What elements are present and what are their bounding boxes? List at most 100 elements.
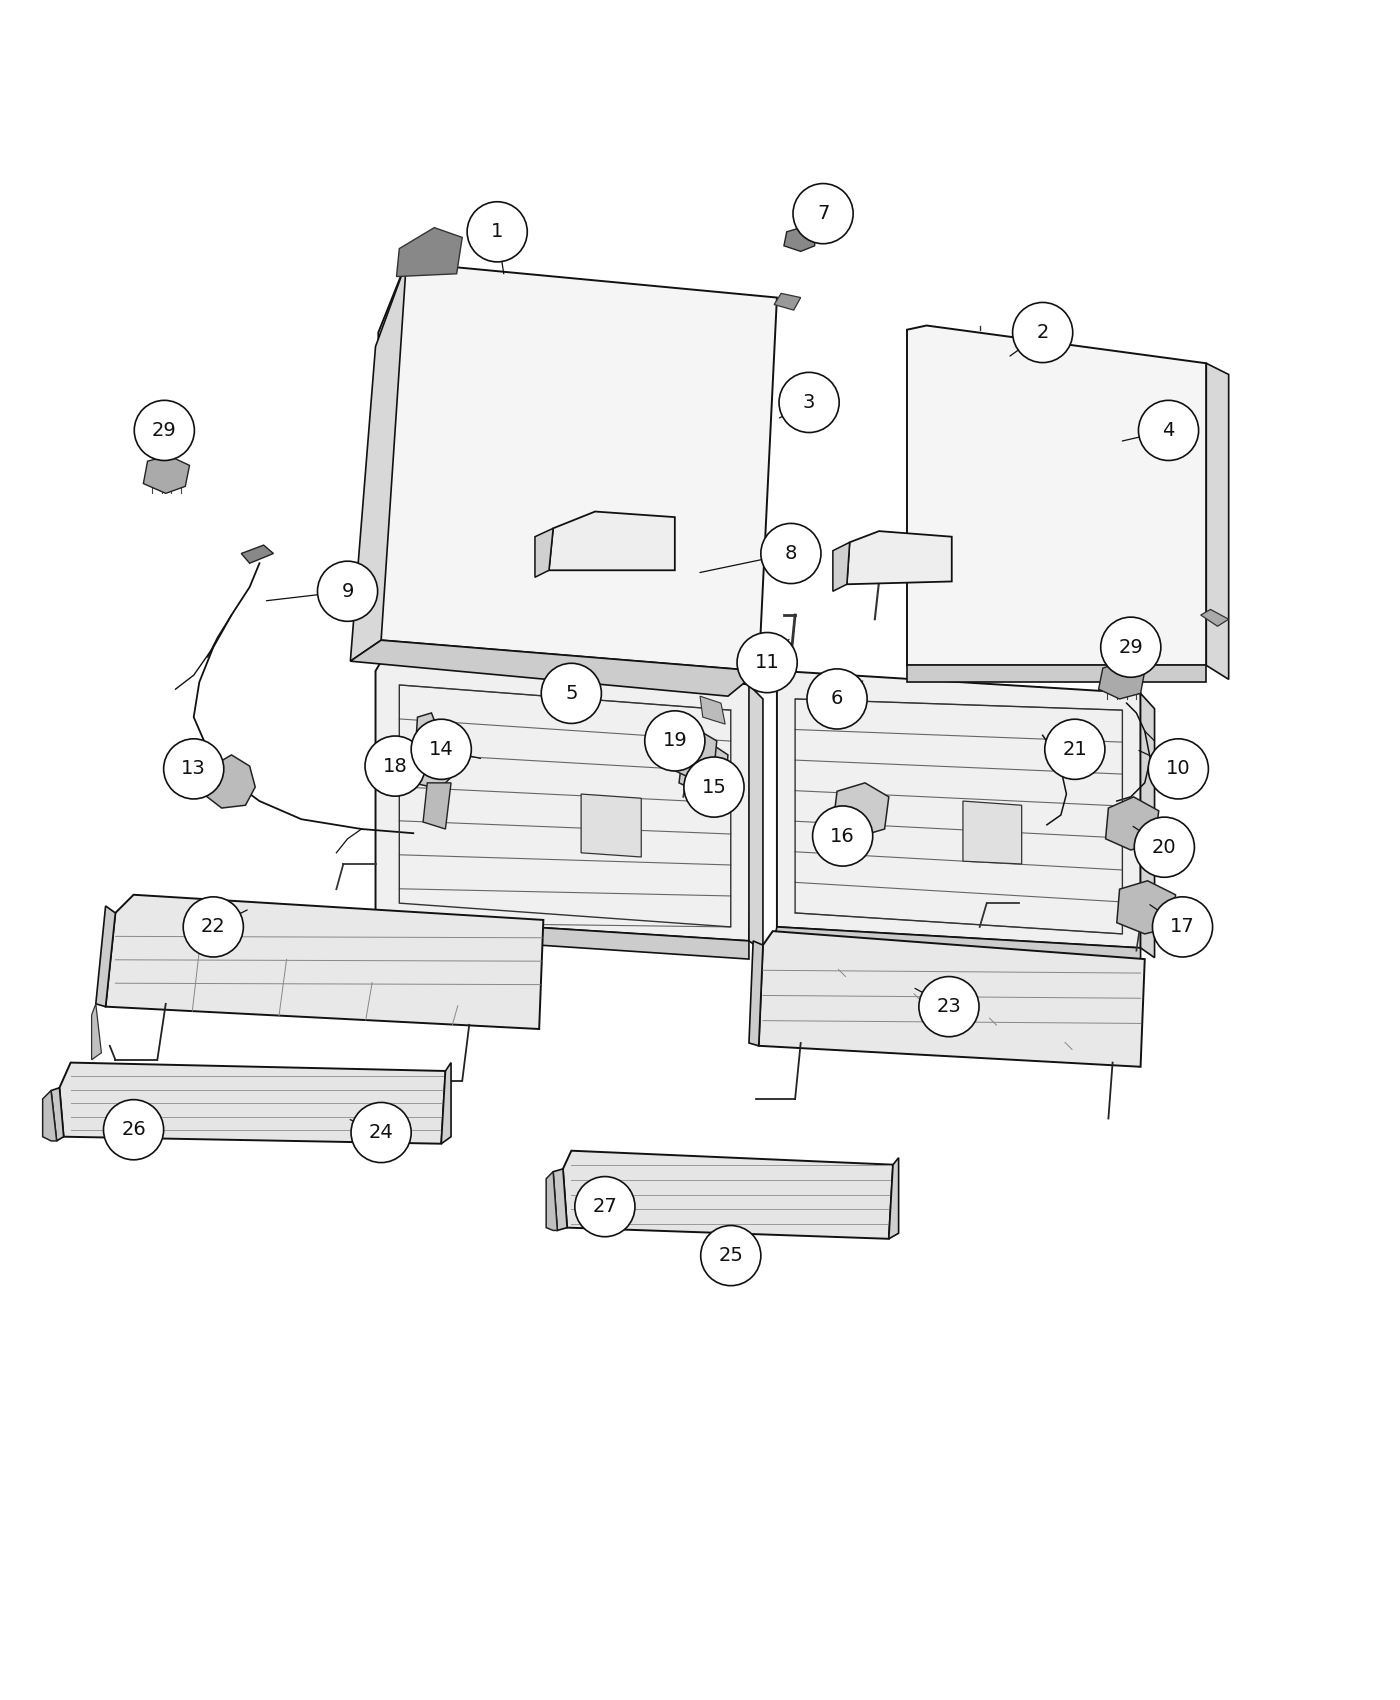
Text: 13: 13	[182, 760, 206, 779]
Polygon shape	[833, 784, 889, 836]
Text: 14: 14	[428, 740, 454, 758]
Polygon shape	[1099, 661, 1145, 699]
Polygon shape	[833, 542, 850, 592]
Polygon shape	[59, 1062, 445, 1144]
Circle shape	[183, 898, 244, 957]
Text: 17: 17	[1170, 918, 1194, 937]
Polygon shape	[847, 530, 952, 585]
Polygon shape	[423, 784, 451, 830]
Polygon shape	[203, 755, 255, 807]
Polygon shape	[581, 794, 641, 857]
Polygon shape	[413, 712, 455, 787]
Polygon shape	[143, 456, 189, 493]
Text: 29: 29	[1119, 638, 1144, 656]
Text: 25: 25	[718, 1246, 743, 1265]
Circle shape	[806, 668, 867, 729]
Polygon shape	[1201, 609, 1229, 626]
Polygon shape	[241, 546, 273, 563]
Circle shape	[542, 663, 602, 724]
Text: 20: 20	[1152, 838, 1176, 857]
Polygon shape	[759, 932, 1145, 1068]
Polygon shape	[1207, 364, 1229, 680]
Polygon shape	[549, 512, 675, 570]
Text: 11: 11	[755, 653, 780, 672]
Text: 10: 10	[1166, 760, 1190, 779]
Circle shape	[792, 184, 853, 243]
Circle shape	[365, 736, 426, 796]
Polygon shape	[105, 894, 543, 1028]
Text: 9: 9	[342, 581, 354, 600]
Polygon shape	[378, 262, 777, 672]
Polygon shape	[350, 641, 759, 697]
Circle shape	[1152, 898, 1212, 957]
Polygon shape	[1141, 694, 1155, 957]
Circle shape	[736, 632, 797, 692]
Text: 18: 18	[382, 756, 407, 775]
Circle shape	[1138, 400, 1198, 461]
Circle shape	[134, 400, 195, 461]
Polygon shape	[665, 728, 717, 777]
Polygon shape	[42, 1091, 56, 1141]
Polygon shape	[700, 697, 725, 724]
Polygon shape	[371, 916, 749, 959]
Polygon shape	[749, 940, 763, 1046]
Circle shape	[318, 561, 378, 620]
Polygon shape	[91, 1003, 101, 1059]
Text: 26: 26	[122, 1120, 146, 1139]
Circle shape	[1044, 719, 1105, 779]
Text: 24: 24	[368, 1124, 393, 1142]
Text: 27: 27	[592, 1197, 617, 1216]
Circle shape	[918, 976, 979, 1037]
Polygon shape	[553, 1170, 567, 1231]
Polygon shape	[777, 672, 1141, 949]
Text: 21: 21	[1063, 740, 1088, 758]
Text: 8: 8	[785, 544, 797, 563]
Polygon shape	[773, 927, 1141, 964]
Polygon shape	[907, 665, 1207, 682]
Text: 4: 4	[1162, 422, 1175, 440]
Polygon shape	[907, 325, 1207, 665]
Text: 5: 5	[566, 683, 578, 702]
Circle shape	[164, 740, 224, 799]
Circle shape	[104, 1100, 164, 1159]
Circle shape	[412, 719, 472, 779]
Polygon shape	[679, 741, 728, 794]
Text: 2: 2	[1036, 323, 1049, 342]
Text: 7: 7	[816, 204, 829, 223]
Polygon shape	[1106, 797, 1159, 850]
Text: 1: 1	[491, 223, 504, 241]
Circle shape	[700, 1226, 760, 1285]
Text: 15: 15	[701, 777, 727, 797]
Polygon shape	[749, 685, 763, 950]
Circle shape	[351, 1102, 412, 1163]
Circle shape	[812, 806, 872, 865]
Circle shape	[1100, 617, 1161, 677]
Polygon shape	[350, 262, 406, 661]
Text: 16: 16	[830, 826, 855, 845]
Polygon shape	[784, 228, 815, 252]
Circle shape	[1012, 303, 1072, 362]
Text: 23: 23	[937, 998, 962, 1017]
Polygon shape	[396, 228, 462, 277]
Polygon shape	[441, 1062, 451, 1144]
Polygon shape	[375, 654, 756, 940]
Circle shape	[1134, 818, 1194, 877]
Polygon shape	[774, 294, 801, 309]
Text: 19: 19	[662, 731, 687, 750]
Polygon shape	[95, 906, 115, 1006]
Polygon shape	[50, 1088, 63, 1141]
Circle shape	[1148, 740, 1208, 799]
Circle shape	[468, 202, 528, 262]
Text: 6: 6	[830, 690, 843, 709]
Text: 29: 29	[153, 422, 176, 440]
Circle shape	[575, 1176, 636, 1236]
Polygon shape	[546, 1171, 557, 1231]
Polygon shape	[563, 1151, 893, 1239]
Polygon shape	[1117, 881, 1176, 933]
Circle shape	[645, 711, 704, 772]
Polygon shape	[535, 529, 553, 578]
Text: 3: 3	[804, 393, 815, 411]
Polygon shape	[963, 801, 1022, 864]
Circle shape	[778, 372, 839, 432]
Polygon shape	[889, 1158, 899, 1239]
